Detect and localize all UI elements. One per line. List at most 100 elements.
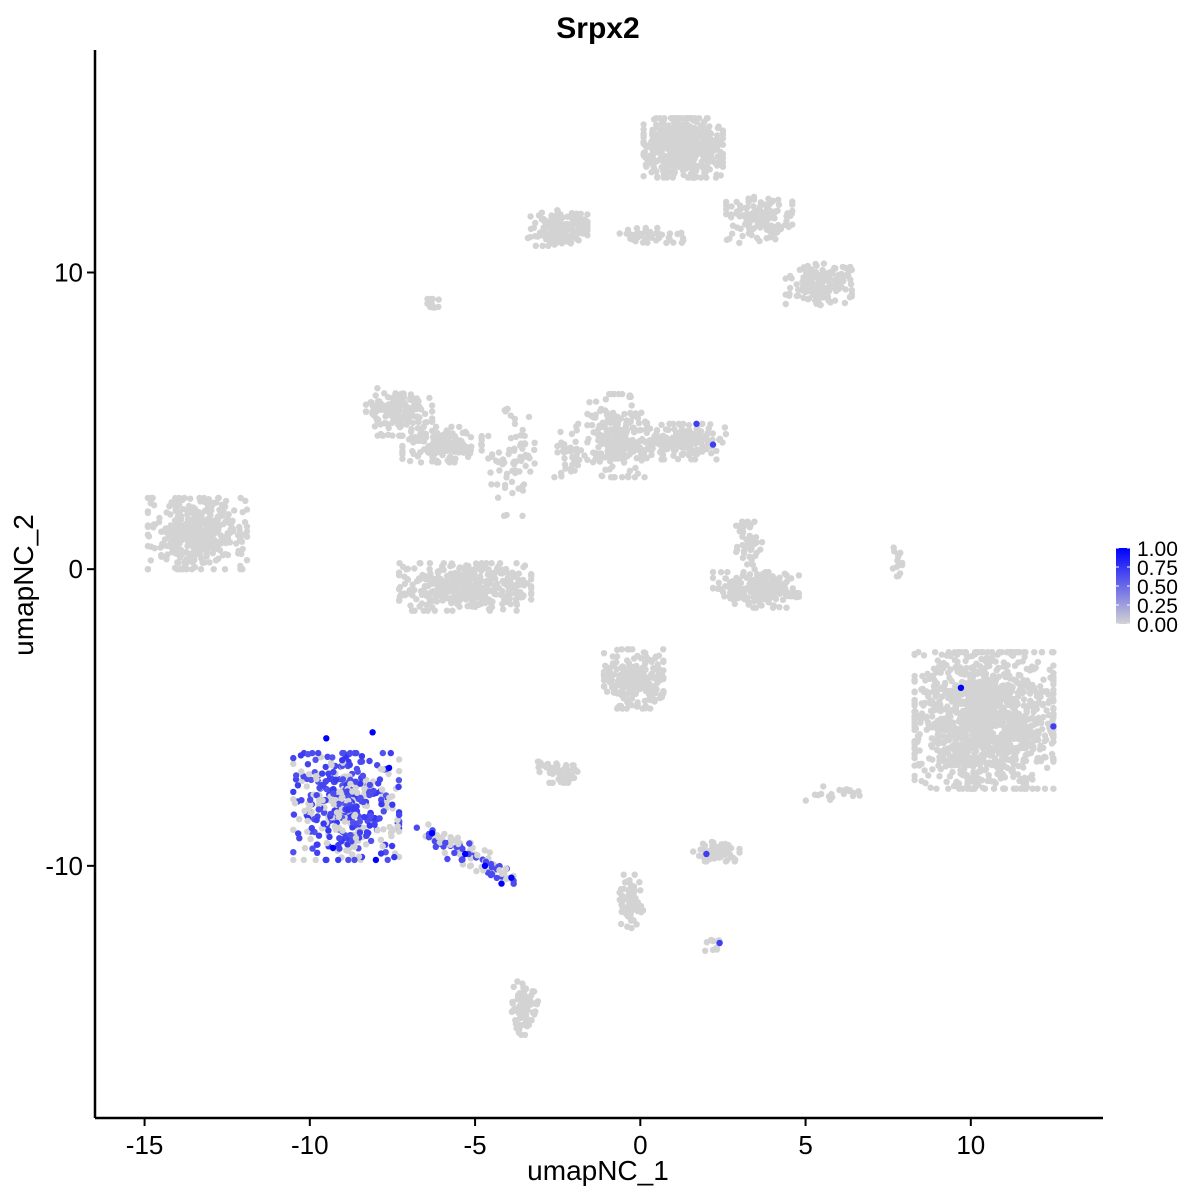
data-point	[425, 582, 432, 589]
data-point	[600, 650, 608, 657]
data-point	[564, 213, 571, 220]
data-point	[367, 399, 375, 406]
data-point	[706, 166, 713, 173]
data-point	[645, 674, 652, 681]
data-point	[945, 785, 952, 792]
data-point	[671, 158, 678, 165]
data-point	[992, 658, 999, 665]
data-point	[290, 849, 297, 856]
data-point	[584, 456, 591, 463]
data-point	[446, 447, 454, 454]
data-point	[494, 494, 502, 501]
data-point	[845, 787, 853, 795]
data-point	[622, 427, 629, 435]
data-point	[988, 698, 995, 706]
data-point	[379, 843, 386, 850]
data-point	[739, 232, 746, 240]
data-point	[930, 665, 938, 672]
data-point	[630, 883, 638, 890]
data-point	[786, 284, 794, 292]
data-point	[618, 892, 626, 899]
data-point	[733, 522, 740, 529]
data-point	[789, 207, 796, 215]
data-point	[986, 776, 993, 784]
data-point	[821, 270, 828, 277]
data-point	[659, 452, 666, 459]
data-point	[435, 303, 442, 311]
data-point	[766, 580, 774, 587]
data-point	[539, 242, 546, 249]
data-point	[731, 858, 738, 865]
data-point	[525, 413, 533, 421]
data-point	[536, 768, 543, 776]
data-point	[629, 669, 636, 677]
data-point	[478, 447, 485, 454]
data-point	[756, 237, 763, 245]
data-point	[653, 168, 660, 175]
data-point	[573, 235, 580, 243]
data-point	[968, 785, 975, 792]
data-point	[709, 568, 717, 576]
data-point	[158, 551, 165, 559]
data-point	[752, 604, 760, 611]
data-point	[399, 442, 406, 450]
data-point	[610, 411, 617, 418]
data-point	[967, 675, 974, 682]
data-point	[624, 646, 631, 653]
data-point	[782, 291, 789, 298]
data-point	[734, 594, 742, 602]
data-point	[641, 649, 648, 656]
data-point	[678, 423, 685, 430]
data-point	[322, 856, 329, 864]
data-point	[646, 425, 654, 432]
data-point	[463, 562, 470, 569]
data-point	[775, 201, 783, 208]
data-point	[185, 502, 193, 510]
data-point	[709, 430, 716, 437]
data-point	[758, 222, 765, 229]
data-point	[239, 508, 246, 516]
data-point	[408, 607, 416, 614]
data-point	[628, 402, 635, 409]
data-point	[388, 842, 396, 850]
data-point	[750, 193, 758, 200]
data-point	[474, 583, 482, 591]
data-point	[915, 649, 922, 656]
data-point	[465, 588, 472, 595]
data-point	[511, 445, 518, 452]
data-point	[614, 705, 621, 712]
data-point	[722, 430, 730, 438]
data-point	[944, 703, 951, 710]
data-point	[210, 566, 217, 573]
data-point	[534, 233, 541, 240]
data-point	[804, 262, 811, 270]
data-point	[703, 432, 710, 440]
data-point	[1033, 702, 1040, 709]
data-point	[404, 410, 412, 417]
data-point	[606, 454, 613, 461]
data-point	[783, 604, 790, 611]
data-point	[972, 649, 979, 656]
data-point	[1020, 696, 1028, 703]
data-point	[1031, 649, 1038, 656]
data-point	[1038, 755, 1045, 763]
data-point	[667, 115, 675, 122]
data-point	[646, 441, 653, 448]
data-point	[677, 121, 684, 128]
data-point	[322, 763, 329, 771]
data-point	[512, 596, 520, 603]
data-point	[357, 758, 364, 765]
data-point	[1018, 721, 1025, 729]
data-point	[645, 157, 652, 164]
data-point	[507, 434, 515, 442]
data-point	[179, 566, 187, 573]
data-point	[694, 163, 701, 170]
data-point	[1050, 662, 1057, 669]
data-point	[666, 420, 673, 427]
data-point	[569, 461, 576, 468]
data-point	[751, 540, 759, 547]
data-point	[650, 116, 658, 123]
data-point	[547, 240, 554, 247]
data-point	[366, 781, 374, 789]
data-point	[462, 596, 470, 603]
